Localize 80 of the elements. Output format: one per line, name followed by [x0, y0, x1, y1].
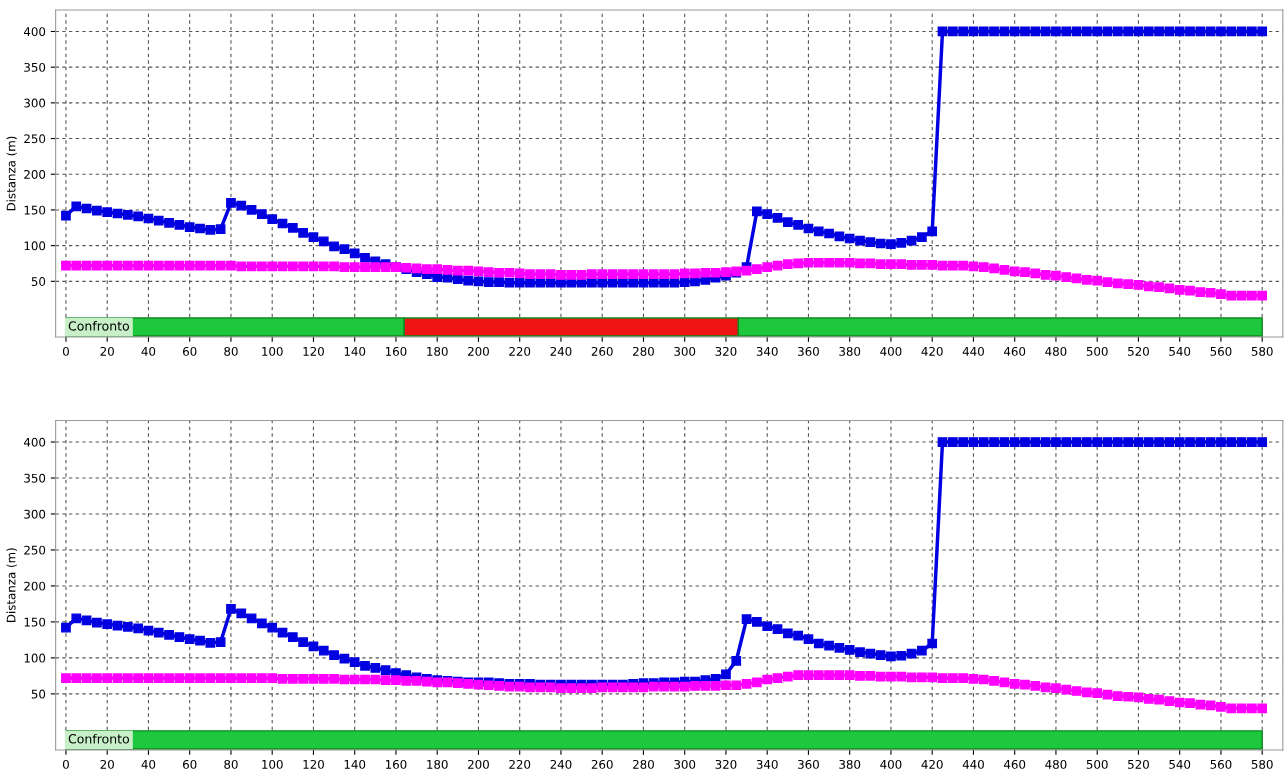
- x-tick-label: 220: [509, 346, 531, 356]
- x-tick-label: 240: [550, 759, 572, 769]
- y-tick-label: 400: [23, 437, 46, 447]
- x-tick-label: 280: [633, 759, 654, 769]
- x-tick-label: 580: [1251, 759, 1273, 769]
- x-tick-label: 380: [839, 759, 861, 769]
- x-tick-label: 260: [591, 759, 613, 769]
- y-tick-label: 150: [24, 205, 46, 215]
- x-tick-label: 300: [674, 346, 696, 356]
- x-tick-label: 20: [100, 759, 114, 769]
- x-tick-label: 440: [962, 759, 984, 769]
- x-tick-label: 560: [1210, 759, 1232, 769]
- x-tick-label: 60: [183, 346, 197, 356]
- x-tick-label: 460: [1004, 759, 1026, 769]
- x-tick-label: 260: [591, 346, 613, 356]
- x-tick-label: 400: [880, 346, 902, 356]
- x-tick-label: 120: [303, 759, 324, 769]
- x-tick-label: 200: [468, 346, 489, 356]
- x-tick-label: 360: [798, 346, 819, 356]
- y-tick-label: 350: [24, 473, 46, 483]
- x-tick-label: 40: [141, 759, 156, 769]
- x-tick-label: 500: [1086, 759, 1108, 769]
- x-tick-label: 100: [262, 346, 283, 356]
- y-tick-label: 300: [24, 98, 46, 108]
- y-tick-label: 50: [31, 689, 46, 699]
- y-tick-label: 250: [24, 134, 46, 144]
- x-tick-label: 440: [962, 346, 984, 356]
- x-tick-label: 60: [183, 759, 197, 769]
- y-tick-label: 50: [31, 277, 46, 286]
- y-tick-label: 250: [24, 545, 46, 555]
- x-tick-label: 360: [798, 759, 819, 769]
- x-tick-label: 580: [1251, 346, 1273, 356]
- y-tick-label: 150: [24, 617, 46, 627]
- x-tick-label: 40: [141, 346, 156, 356]
- x-tick-label: 200: [468, 759, 489, 769]
- x-tick-label: 160: [385, 346, 407, 356]
- x-tick-label: 320: [715, 346, 737, 356]
- x-tick-label: 300: [674, 759, 696, 769]
- y-axis-title: Distanza (m): [6, 136, 17, 211]
- x-tick-label: 320: [715, 759, 737, 769]
- y-axis-title: Distanza (m): [6, 548, 17, 622]
- x-tick-label: 540: [1169, 759, 1191, 769]
- x-tick-label: 180: [427, 759, 448, 769]
- x-tick-label: 400: [880, 759, 902, 769]
- y-tick-label: 350: [24, 62, 46, 72]
- x-tick-label: 100: [262, 759, 283, 769]
- x-tick-label: 340: [756, 759, 778, 769]
- annotation: Confronto: [68, 733, 130, 744]
- x-tick-label: 540: [1169, 346, 1191, 356]
- x-tick-label: 500: [1086, 346, 1108, 356]
- x-tick-label: 280: [633, 346, 654, 356]
- x-tick-label: 140: [344, 346, 366, 356]
- x-tick-label: 120: [303, 346, 324, 356]
- x-tick-label: 0: [62, 759, 69, 769]
- x-tick-label: 520: [1128, 346, 1149, 356]
- x-tick-label: 80: [224, 346, 238, 356]
- x-tick-label: 20: [100, 346, 114, 356]
- x-tick-label: 520: [1128, 759, 1149, 769]
- x-tick-label: 180: [427, 346, 448, 356]
- y-tick-label: 300: [24, 509, 46, 519]
- x-tick-label: 380: [839, 346, 861, 356]
- y-tick-label: 200: [24, 581, 46, 591]
- x-tick-label: 560: [1210, 346, 1232, 356]
- x-tick-label: 140: [344, 759, 366, 769]
- y-tick-label: 100: [24, 241, 46, 251]
- x-tick-label: 220: [509, 759, 531, 769]
- y-tick-label: 100: [24, 653, 46, 663]
- annotation: Confronto: [68, 320, 130, 331]
- x-tick-label: 0: [62, 346, 69, 356]
- x-tick-label: 460: [1004, 346, 1026, 356]
- x-tick-label: 480: [1045, 759, 1067, 769]
- x-tick-label: 420: [921, 759, 943, 769]
- y-tick-label: 200: [24, 169, 46, 179]
- x-tick-label: 420: [921, 346, 943, 356]
- x-tick-label: 340: [756, 346, 778, 356]
- y-tick-label: 400: [23, 27, 46, 37]
- x-tick-label: 240: [550, 346, 572, 356]
- x-tick-label: 160: [385, 759, 407, 769]
- x-tick-label: 480: [1045, 346, 1067, 356]
- x-tick-label: 80: [224, 759, 238, 769]
